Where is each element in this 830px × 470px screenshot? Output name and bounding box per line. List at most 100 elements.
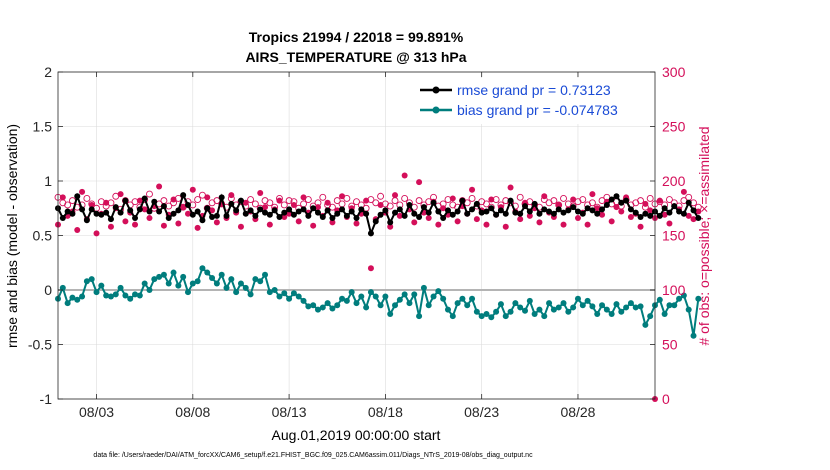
obs-assimilated-marker bbox=[237, 223, 244, 230]
rmse-point bbox=[343, 212, 350, 219]
left-tick-label-2: 0 bbox=[44, 282, 52, 298]
bias-point bbox=[512, 300, 519, 307]
bias-point bbox=[555, 304, 562, 311]
right-tick-label-0: 0 bbox=[662, 391, 670, 407]
bias-point bbox=[574, 295, 581, 302]
bias-point bbox=[464, 302, 471, 309]
legend-rmse-label: rmse grand pr = 0.73123 bbox=[457, 82, 611, 98]
rmse-point bbox=[117, 209, 124, 216]
bias-point bbox=[122, 292, 129, 299]
bias-point bbox=[237, 280, 244, 287]
left-tick-label-3: 0.5 bbox=[33, 228, 53, 244]
rmse-point bbox=[184, 201, 191, 208]
data-file-footer: data file: /Users/raeder/DAI/ATM_forcXX/… bbox=[93, 452, 533, 459]
bias-point bbox=[387, 310, 394, 317]
rmse-point bbox=[512, 209, 519, 216]
obs-assimilated-marker bbox=[695, 208, 702, 215]
bias-point bbox=[271, 287, 278, 293]
obs-assimilated-marker bbox=[685, 212, 692, 219]
bias-point bbox=[618, 308, 625, 315]
bias-point bbox=[560, 300, 567, 307]
obs-assimilated-marker bbox=[59, 194, 66, 201]
left-tick-label-5: 1.5 bbox=[33, 119, 53, 135]
bias-point bbox=[449, 313, 456, 320]
rmse-point bbox=[647, 212, 654, 219]
rmse-point bbox=[416, 213, 423, 220]
obs-possible-marker bbox=[300, 200, 307, 208]
rmse-point bbox=[382, 207, 389, 214]
bias-point bbox=[425, 302, 432, 309]
obs-assimilated-marker bbox=[324, 199, 331, 206]
rmse-point bbox=[281, 209, 288, 216]
bias-point bbox=[550, 306, 557, 313]
bias-point bbox=[642, 321, 649, 328]
x-axis-label: Aug.01,2019 00:00:00 start bbox=[272, 427, 441, 443]
bias-point bbox=[430, 293, 437, 300]
rmse-point bbox=[93, 210, 100, 217]
obs-assimilated-marker bbox=[329, 219, 336, 226]
obs-assimilated-marker bbox=[136, 197, 143, 204]
bias-point bbox=[319, 304, 326, 311]
x-tick-label-5: 08/28 bbox=[560, 404, 595, 420]
bias-point bbox=[541, 313, 548, 320]
bias-point bbox=[117, 284, 124, 291]
bias-point bbox=[88, 276, 95, 283]
rmse-point bbox=[613, 193, 620, 200]
bias-point bbox=[420, 284, 427, 291]
rmse-point bbox=[209, 213, 216, 220]
obs-assimilated-marker bbox=[160, 222, 167, 229]
rmse-point bbox=[132, 215, 139, 222]
obs-possible-marker bbox=[637, 197, 645, 205]
bias-point bbox=[396, 296, 403, 303]
rmse-point bbox=[469, 206, 476, 213]
bias-point bbox=[136, 292, 143, 299]
obs-possible-marker bbox=[280, 201, 288, 209]
obs-assimilated-marker bbox=[594, 205, 601, 212]
bias-point bbox=[579, 302, 586, 309]
bias-point bbox=[392, 302, 399, 309]
bias-point bbox=[295, 293, 302, 300]
rmse-point bbox=[353, 215, 360, 222]
rmse-point bbox=[252, 212, 259, 219]
rmse-point bbox=[550, 210, 557, 217]
obs-assimilated-marker bbox=[560, 221, 567, 228]
bias-point bbox=[522, 307, 529, 314]
rmse-point bbox=[676, 208, 683, 215]
bias-point bbox=[680, 292, 687, 299]
obs-possible-marker bbox=[319, 193, 327, 201]
obs-possible-marker bbox=[266, 199, 274, 207]
obs-assimilated-marker bbox=[377, 201, 384, 208]
obs-possible-marker bbox=[251, 200, 259, 208]
rmse-point bbox=[377, 211, 384, 218]
bias-point bbox=[314, 306, 321, 313]
rmse-point bbox=[257, 206, 264, 213]
bias-point bbox=[165, 280, 172, 287]
rmse-point bbox=[262, 209, 269, 216]
chart-title-line1: Tropics 21994 / 22018 = 99.891% bbox=[249, 29, 464, 45]
obs-assimilated-marker bbox=[132, 221, 139, 228]
obs-assimilated-marker bbox=[570, 196, 577, 203]
obs-assimilated-marker bbox=[435, 221, 442, 228]
rmse-point bbox=[300, 206, 307, 213]
rmse-point bbox=[627, 206, 634, 213]
bias-point bbox=[536, 306, 543, 313]
obs-possible-marker bbox=[468, 194, 476, 202]
y-axis-label-right: # of obs: o=possible; ×=assimilated bbox=[696, 126, 712, 345]
bias-point bbox=[690, 332, 697, 339]
bias-point bbox=[262, 271, 269, 278]
rmse-point bbox=[435, 208, 442, 215]
obs-assimilated-marker bbox=[517, 216, 524, 223]
rmse-point bbox=[680, 210, 687, 217]
bias-point bbox=[93, 289, 100, 296]
bias-point bbox=[213, 280, 220, 287]
obs-assimilated-marker bbox=[170, 196, 177, 203]
rmse-point bbox=[507, 197, 514, 204]
bias-point bbox=[695, 295, 702, 302]
obs-possible-marker bbox=[83, 194, 91, 202]
rmse-point bbox=[526, 208, 533, 215]
bias-point bbox=[440, 295, 447, 302]
bias-point bbox=[290, 290, 297, 297]
bias-point bbox=[59, 284, 66, 291]
bias-point bbox=[565, 308, 572, 315]
